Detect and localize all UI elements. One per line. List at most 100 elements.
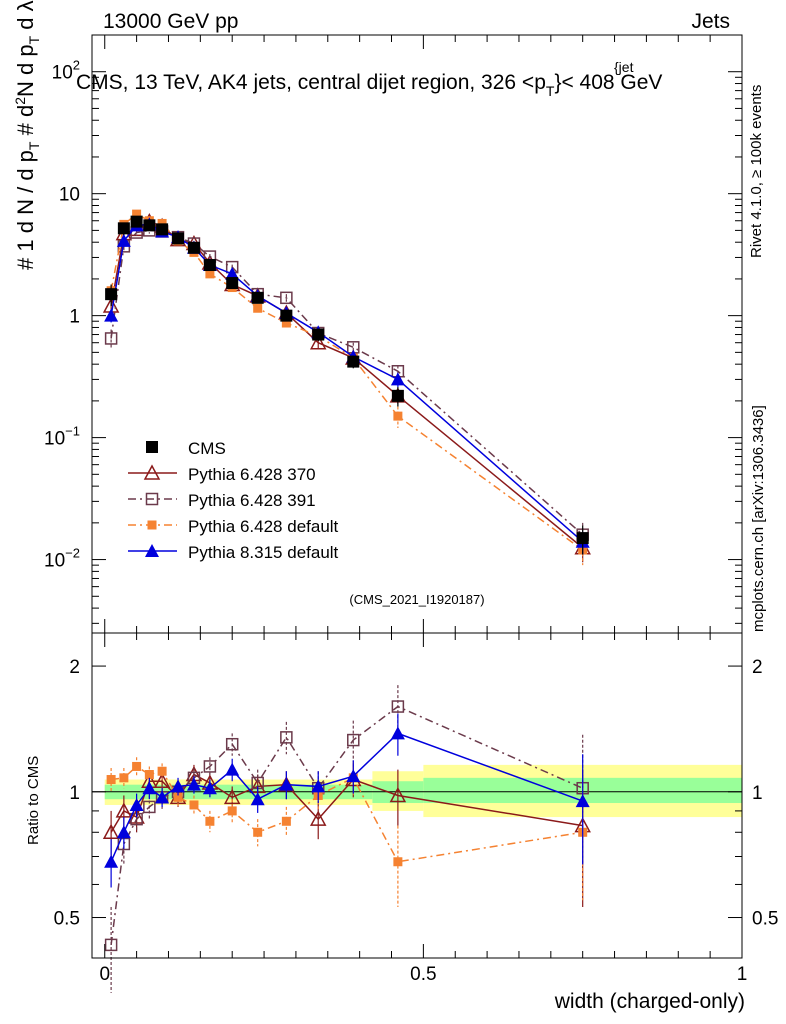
ratio-point [253, 827, 263, 837]
main-point [226, 277, 239, 290]
legend-label: CMS [188, 439, 226, 458]
x-tick-label: 0 [99, 964, 110, 985]
y-tick-label: 1 [69, 307, 80, 328]
legend-marker [147, 520, 157, 530]
main-panel: 10−2 10−1 1 10 102 # 1 d N / d pT # d2N d pT … [12, 0, 743, 634]
main-point [312, 328, 325, 341]
legend-marker [145, 544, 159, 557]
main-series-line [110, 223, 584, 543]
legend-marker [145, 492, 159, 506]
ratio-series-line [110, 705, 583, 945]
mcplots-label: mcplots.cern.ch [arXiv:1306.3436] [750, 405, 767, 632]
legend-label: Pythia 6.428 391 [188, 491, 316, 510]
ratio-point [390, 726, 405, 740]
y-tick-label: 10−2 [44, 546, 80, 572]
ratio-point [143, 800, 156, 814]
ratio-point [155, 790, 170, 804]
y-tick-label: 10−1 [44, 424, 80, 450]
ratio-point [393, 857, 403, 867]
ratio-y-tick-label: 2 [69, 657, 80, 678]
ratio-y-axis-label: Ratio to CMS [25, 756, 42, 845]
ratio-point [129, 797, 144, 811]
ratio-point [389, 786, 407, 803]
main-series-line [110, 213, 584, 551]
y-tick-label: 10 [59, 185, 80, 206]
legend-marker [146, 441, 158, 453]
legend-label: Pythia 6.428 default [188, 517, 339, 536]
x-axis-label: width (charged-only) [554, 990, 745, 1013]
ratio-point [280, 731, 293, 744]
main-series-pythia-6-428-391 [104, 224, 589, 550]
main-point [172, 232, 185, 245]
ratio-point [115, 802, 133, 818]
legend-label: Pythia 8.315 default [188, 543, 339, 562]
ratio-point [309, 810, 327, 826]
ratio-point [346, 769, 361, 783]
ratio-point [281, 816, 291, 826]
main-point [251, 291, 264, 304]
header-right: Jets [691, 10, 730, 33]
ratio-y-tick-label-right: 1 [752, 783, 763, 804]
ratio-y-tick-label: 0.5 [54, 909, 80, 930]
main-point [309, 334, 327, 350]
ratio-point [250, 792, 265, 806]
ratio-y-tick-label-right: 2 [752, 657, 763, 678]
main-point [253, 303, 263, 313]
plot-title-sub: T [546, 83, 555, 99]
main-point [117, 222, 130, 235]
legend-label: Pythia 6.428 370 [188, 465, 316, 484]
main-point [393, 411, 403, 421]
ratio-point [203, 760, 217, 773]
main-point [156, 223, 169, 236]
watermark: (CMS_2021_I1920187) [349, 592, 484, 607]
main-point [205, 269, 215, 279]
main-point [132, 209, 142, 219]
ratio-point [279, 777, 294, 791]
plot-title-main: CMS, 13 TeV, AK4 jets, central dijet reg… [76, 71, 546, 94]
main-point [104, 332, 118, 345]
plot-title: CMS, 13 TeV, AK4 jets, central dijet reg… [76, 71, 662, 99]
ratio-point [102, 823, 120, 840]
main-point [143, 219, 156, 232]
ratio-point [171, 779, 186, 793]
ratio-point [119, 773, 129, 783]
ratio-point [205, 816, 215, 826]
ratio-point [202, 781, 217, 795]
ratio-point [347, 733, 360, 747]
plot-title-end: }< 408 GeV [554, 71, 662, 94]
ratio-series-pythia-6-428-391 [104, 685, 589, 993]
legend-marker [143, 464, 161, 480]
main-point [391, 389, 404, 402]
ratio-panel: 0.5 0.5 1 1 2 2 0 0.5 1 width (charged-only) Ratio… [25, 632, 778, 1013]
ratio-point [225, 762, 240, 776]
ratio-point [311, 779, 326, 793]
ratio-point [132, 761, 142, 771]
ratio-point [575, 794, 590, 808]
ratio-point [189, 800, 199, 810]
main-series-pythia-8-315-default [104, 217, 590, 555]
ratio-point [142, 781, 157, 795]
ratio-point [157, 766, 167, 776]
ratio-series-pythia-8-315-default [104, 713, 590, 888]
main-point [187, 241, 200, 254]
ratio-point [173, 792, 183, 802]
ratio-point [225, 737, 239, 751]
legend: CMS Pythia 6.428 370 Pythia 6.428 391 Pythi… [128, 439, 339, 562]
ratio-y-tick-label: 1 [69, 783, 80, 804]
ratio-y-tick-label-right: 0.5 [752, 909, 778, 930]
ratio-frame [91, 632, 743, 959]
main-point [130, 215, 143, 228]
ratio-point [106, 775, 116, 785]
y-tick-label: 102 [52, 58, 80, 84]
x-tick-label: 0.5 [410, 964, 436, 985]
main-point [576, 532, 589, 545]
main-point [281, 318, 291, 328]
ratio-point [391, 700, 405, 713]
ratio-point [144, 770, 154, 780]
main-series-pythia-6-428-default [106, 209, 588, 566]
y-axis-label: # 1 d N / d pT # d2N d pT d λ [12, 0, 42, 270]
main-point [105, 288, 118, 301]
main-point [280, 291, 293, 305]
main-point [116, 233, 131, 247]
